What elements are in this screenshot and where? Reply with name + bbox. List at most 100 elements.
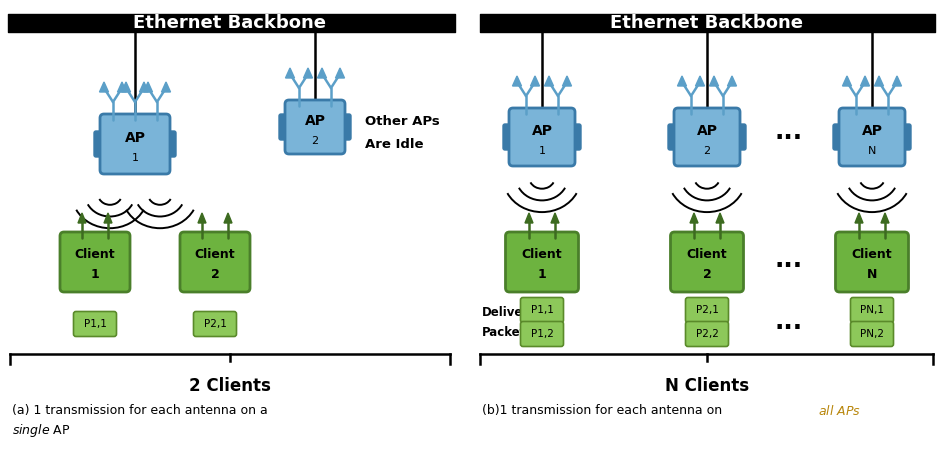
Polygon shape: [304, 68, 312, 78]
Text: 2: 2: [703, 268, 711, 280]
FancyBboxPatch shape: [671, 232, 743, 292]
Text: Are Idle: Are Idle: [365, 137, 423, 151]
Polygon shape: [874, 76, 884, 86]
FancyBboxPatch shape: [94, 131, 108, 157]
FancyBboxPatch shape: [180, 232, 250, 292]
Polygon shape: [545, 76, 553, 86]
Polygon shape: [100, 82, 108, 92]
Text: N Clients: N Clients: [665, 377, 749, 395]
FancyBboxPatch shape: [285, 100, 345, 154]
Text: N: N: [868, 146, 876, 156]
FancyBboxPatch shape: [73, 312, 117, 337]
Text: P1,1: P1,1: [84, 319, 106, 329]
Polygon shape: [855, 213, 863, 223]
Polygon shape: [551, 213, 559, 223]
Text: ...: ...: [775, 120, 803, 144]
Text: AP: AP: [532, 124, 552, 138]
FancyBboxPatch shape: [100, 114, 170, 174]
Text: Client: Client: [195, 248, 235, 261]
Text: Ethernet Backbone: Ethernet Backbone: [134, 14, 327, 32]
FancyBboxPatch shape: [685, 321, 728, 346]
Text: 1: 1: [537, 268, 547, 280]
Text: ...: ...: [775, 248, 803, 272]
Text: Other APs: Other APs: [365, 116, 439, 128]
Polygon shape: [690, 213, 698, 223]
Polygon shape: [139, 82, 149, 92]
Text: 1: 1: [90, 268, 100, 280]
Text: PN,2: PN,2: [860, 329, 884, 339]
Polygon shape: [860, 76, 869, 86]
Polygon shape: [881, 213, 889, 223]
Text: Client: Client: [521, 248, 563, 261]
FancyBboxPatch shape: [897, 124, 911, 150]
Text: 2: 2: [211, 268, 219, 280]
Text: P1,2: P1,2: [531, 329, 553, 339]
Polygon shape: [317, 68, 327, 78]
Polygon shape: [78, 213, 86, 223]
FancyBboxPatch shape: [851, 297, 894, 322]
FancyBboxPatch shape: [337, 114, 351, 140]
Text: P2,2: P2,2: [695, 329, 718, 339]
Text: Client: Client: [852, 248, 892, 261]
FancyBboxPatch shape: [503, 124, 517, 150]
Text: $\it{single}$ AP: $\it{single}$ AP: [12, 422, 71, 439]
Polygon shape: [525, 213, 533, 223]
Polygon shape: [118, 82, 126, 92]
Polygon shape: [224, 213, 232, 223]
FancyBboxPatch shape: [520, 321, 564, 346]
Text: (b)1 transmission for each antenna on: (b)1 transmission for each antenna on: [482, 404, 726, 417]
Text: $\it{all\ APs}$: $\it{all\ APs}$: [818, 404, 861, 418]
FancyBboxPatch shape: [836, 232, 908, 292]
Polygon shape: [285, 68, 295, 78]
Text: Ethernet Backbone: Ethernet Backbone: [611, 14, 804, 32]
Polygon shape: [336, 68, 344, 78]
Polygon shape: [716, 213, 724, 223]
FancyBboxPatch shape: [60, 232, 130, 292]
Text: AP: AP: [696, 124, 717, 138]
Polygon shape: [695, 76, 705, 86]
Polygon shape: [104, 213, 112, 223]
Text: Client: Client: [74, 248, 116, 261]
Polygon shape: [198, 213, 206, 223]
Polygon shape: [892, 76, 901, 86]
FancyBboxPatch shape: [505, 232, 579, 292]
Text: PN,1: PN,1: [860, 305, 884, 315]
Text: Delivered: Delivered: [482, 305, 546, 319]
FancyBboxPatch shape: [685, 297, 728, 322]
Text: Packets: Packets: [482, 326, 534, 338]
Text: 2: 2: [311, 136, 319, 146]
FancyBboxPatch shape: [674, 108, 740, 166]
Polygon shape: [531, 76, 539, 86]
Text: AP: AP: [862, 124, 883, 138]
Text: P1,1: P1,1: [531, 305, 553, 315]
Text: 1: 1: [132, 153, 138, 163]
Text: ...: ...: [775, 310, 803, 334]
Polygon shape: [121, 82, 131, 92]
Polygon shape: [842, 76, 852, 86]
FancyBboxPatch shape: [839, 108, 905, 166]
Text: 2 Clients: 2 Clients: [189, 377, 271, 395]
FancyBboxPatch shape: [520, 297, 564, 322]
Polygon shape: [513, 76, 521, 86]
FancyBboxPatch shape: [732, 124, 746, 150]
FancyBboxPatch shape: [833, 124, 847, 150]
Text: Client: Client: [687, 248, 727, 261]
Text: AP: AP: [124, 131, 146, 145]
Polygon shape: [678, 76, 687, 86]
FancyBboxPatch shape: [279, 114, 293, 140]
FancyBboxPatch shape: [162, 131, 176, 157]
Polygon shape: [162, 82, 170, 92]
Polygon shape: [143, 82, 152, 92]
Text: 2: 2: [704, 146, 710, 156]
FancyBboxPatch shape: [567, 124, 581, 150]
FancyBboxPatch shape: [509, 108, 575, 166]
Polygon shape: [727, 76, 737, 86]
FancyBboxPatch shape: [668, 124, 682, 150]
Text: (a) 1 transmission for each antenna on a: (a) 1 transmission for each antenna on a: [12, 404, 268, 417]
Text: P2,1: P2,1: [695, 305, 718, 315]
Polygon shape: [710, 76, 719, 86]
FancyBboxPatch shape: [851, 321, 894, 346]
Text: N: N: [867, 268, 877, 280]
Text: AP: AP: [305, 114, 326, 128]
Text: 1: 1: [538, 146, 546, 156]
